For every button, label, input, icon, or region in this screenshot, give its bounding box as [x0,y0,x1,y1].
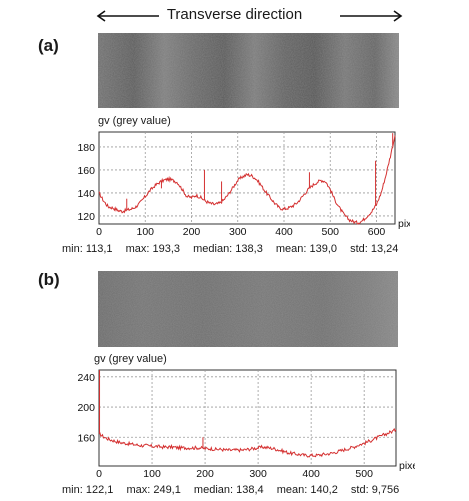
panel-a-photo [98,33,399,108]
x-tick-label: 300 [249,468,267,480]
stat-max: max: 193,3 [125,243,181,255]
x-tick-label: 100 [136,226,154,238]
x-tick-label: 500 [355,468,373,480]
stat-min: min: 113,1 [62,243,113,255]
stat-mean: mean: 139,0 [275,243,338,255]
x-tick-label: 600 [368,226,386,238]
panel-b-ylabel: gv (grey value) [94,353,167,365]
panel-a-stats: min: 113,1 max: 193,3 median: 138,3 mean… [62,243,408,255]
stat-std: std: 13,24 [350,243,399,255]
x-tick-label: 0 [96,468,102,480]
stat-min: min: 122,1 [62,484,114,496]
x-unit-label: pixel [399,460,415,472]
panel-a-chart: 0 100 200 300 400 500 600 120 140 160 180 pixel [77,131,410,238]
panel-b-photo [98,271,398,347]
plot-area [98,131,396,225]
x-tick-label: 200 [196,468,214,480]
transverse-direction-title: Transverse direction [0,6,469,23]
panel-b-photo-texture [98,271,398,347]
y-tick-label: 160 [77,432,95,444]
x-tick-label: 0 [96,226,102,238]
panel-a-label: (a) [38,36,59,55]
stat-std: std: 9,756 [350,484,400,496]
series-line [98,135,396,225]
header-title-text: Transverse direction [166,6,303,23]
stat-median: median: 138,3 [193,243,263,255]
series-line [98,427,397,458]
stat-max: max: 249,1 [126,484,181,496]
y-tick-label: 140 [77,188,95,200]
y-tick-label: 160 [77,165,95,177]
right-arrow-icon [340,10,403,22]
y-tick-label: 180 [77,142,95,154]
stat-mean: mean: 140,2 [276,484,338,496]
left-arrow-icon [96,10,159,22]
panel-b-stats: min: 122,1 max: 249,1 median: 138,4 mean… [62,484,409,496]
panel-b-chart: 0 100 200 300 400 500 160 200 240 pixel [77,369,415,480]
y-tick-label: 120 [77,211,95,223]
x-unit-label: pixel [398,218,410,230]
panel-a-ylabel: gv (grey value) [98,115,171,127]
x-tick-label: 500 [321,226,339,238]
panel-a-photo-texture [98,33,399,108]
x-tick-label: 200 [183,226,201,238]
y-tick-label: 240 [77,372,95,384]
stat-median: median: 138,4 [193,484,264,496]
x-tick-label: 400 [302,468,320,480]
panel-b-label: (b) [38,270,60,289]
x-tick-label: 400 [275,226,293,238]
x-tick-label: 300 [229,226,247,238]
y-tick-label: 200 [77,402,95,414]
plot-area [98,369,397,467]
x-tick-label: 100 [143,468,161,480]
